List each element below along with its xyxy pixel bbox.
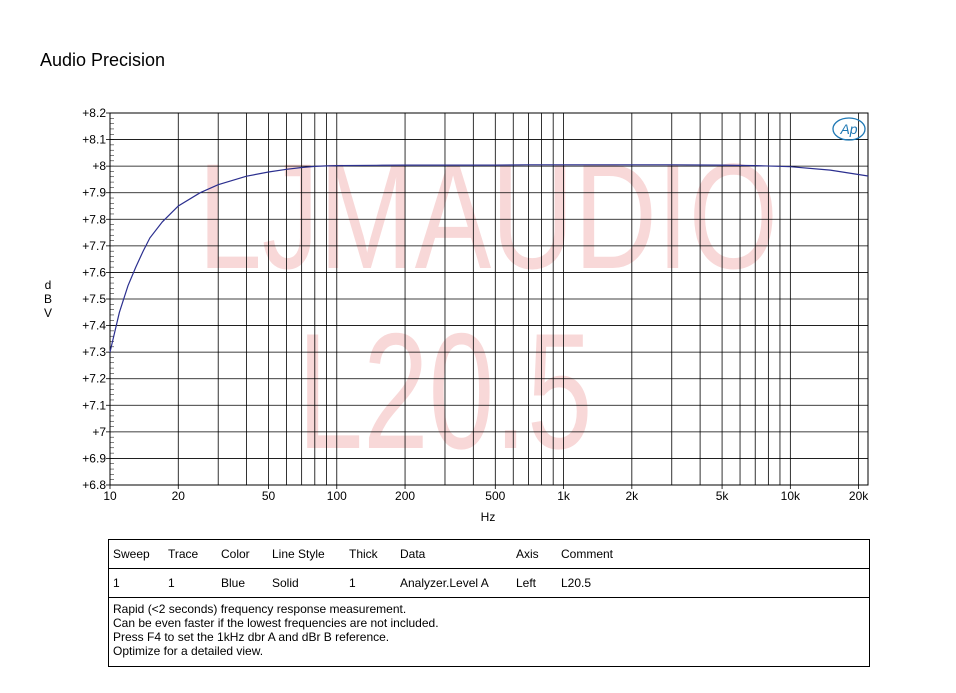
legend-table: Sweep Trace Color Line Style Thick Data … bbox=[108, 539, 870, 667]
x-tick-label: 100 bbox=[327, 489, 347, 503]
cell-thick: 1 bbox=[349, 576, 356, 590]
y-tick-label: +8.2 bbox=[82, 106, 106, 120]
x-tick-label: 2k bbox=[625, 489, 639, 503]
comment-line: Optimize for a detailed view. bbox=[113, 644, 264, 658]
series-line-trace-1 bbox=[109, 164, 869, 353]
y-axis-label-b: B bbox=[44, 292, 52, 306]
y-axis-label-d: d bbox=[45, 278, 52, 292]
y-tick-label: +7 bbox=[92, 425, 106, 439]
y-tick-label: +7.9 bbox=[82, 186, 106, 200]
y-axis-label: d B V bbox=[44, 278, 52, 320]
x-tick-label: 20k bbox=[849, 489, 869, 503]
col-header-sweep: Sweep bbox=[113, 547, 150, 561]
y-tick-label: +6.9 bbox=[82, 451, 106, 465]
x-tick-label: 5k bbox=[716, 489, 730, 503]
ap-logo-icon: Ap bbox=[832, 117, 866, 141]
app-title: Audio Precision bbox=[40, 50, 166, 70]
x-tick-label: 10 bbox=[103, 489, 117, 503]
table-header-row: Sweep Trace Color Line Style Thick Data … bbox=[109, 540, 869, 569]
y-tick-label: +6.8 bbox=[82, 478, 106, 492]
col-header-axis: Axis bbox=[516, 547, 539, 561]
x-tick-label: 500 bbox=[485, 489, 505, 503]
watermark-line1: LJMAUDIO bbox=[198, 132, 778, 300]
cell-line-style: Solid bbox=[272, 576, 299, 590]
col-header-line-style: Line Style bbox=[272, 547, 325, 561]
comment-line: Rapid (<2 seconds) frequency response me… bbox=[113, 602, 407, 616]
x-tick-label: 1k bbox=[557, 489, 571, 503]
y-tick-label: +7.8 bbox=[82, 212, 106, 226]
cell-axis: Left bbox=[516, 576, 537, 590]
chart: LJMAUDIO L20.5 +8.2 +8.1 +8 +7.9 +7.8 +7.7 +7.… bbox=[44, 106, 869, 524]
col-header-data: Data bbox=[400, 547, 426, 561]
y-tick-label: +7.7 bbox=[82, 239, 106, 253]
y-tick-label: +7.3 bbox=[82, 345, 106, 359]
y-tick-label: +7.2 bbox=[82, 372, 106, 386]
y-tick-label: +7.5 bbox=[82, 292, 106, 306]
y-tick-label: +7.4 bbox=[82, 319, 106, 333]
comment-line: Can be even faster if the lowest frequen… bbox=[113, 616, 439, 630]
y-tick-label: +7.6 bbox=[82, 265, 106, 279]
y-tick-label: +8.1 bbox=[82, 133, 106, 147]
cell-color: Blue bbox=[221, 576, 246, 590]
x-tick-label: 20 bbox=[172, 489, 186, 503]
cell-trace: 1 bbox=[168, 576, 175, 590]
x-tick-label: 50 bbox=[262, 489, 276, 503]
y-axis-label-v: V bbox=[44, 306, 52, 320]
y-tick-label: +7.1 bbox=[82, 398, 106, 412]
comment-box: Rapid (<2 seconds) frequency response me… bbox=[109, 598, 869, 666]
y-axis: +8.2 +8.1 +8 +7.9 +7.8 +7.7 +7.6 +7.5 +7.4 +7.3 +7… bbox=[82, 106, 110, 492]
x-tick-label: 10k bbox=[781, 489, 801, 503]
cell-data: Analyzer.Level A bbox=[400, 576, 489, 590]
y-tick-label: +8 bbox=[92, 159, 106, 173]
watermark: LJMAUDIO L20.5 bbox=[198, 132, 778, 483]
comment-line: Press F4 to set the 1kHz dbr A and dBr B… bbox=[113, 630, 390, 644]
cell-comment: L20.5 bbox=[561, 576, 592, 590]
col-header-comment: Comment bbox=[561, 547, 614, 561]
x-axis: 10 20 50 100 200 500 1k 2k 5k 10k 20k bbox=[103, 485, 869, 503]
col-header-trace: Trace bbox=[168, 547, 199, 561]
x-tick-label: 200 bbox=[395, 489, 415, 503]
x-axis-label: Hz bbox=[481, 510, 496, 524]
col-header-thick: Thick bbox=[349, 547, 378, 561]
table-row: 1 1 Blue Solid 1 Analyzer.Level A Left L… bbox=[109, 569, 869, 598]
logo-text: Ap bbox=[839, 121, 857, 137]
col-header-color: Color bbox=[221, 547, 250, 561]
cell-sweep: 1 bbox=[113, 576, 120, 590]
